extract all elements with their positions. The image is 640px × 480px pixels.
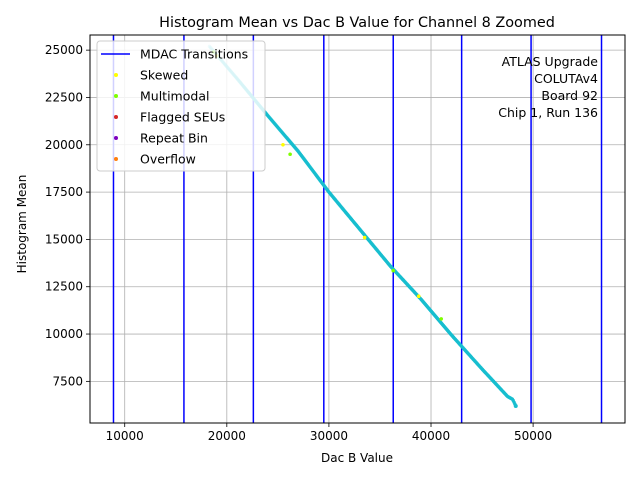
x-tick-label: 30000: [310, 429, 348, 443]
x-axis-ticks: 10000 20000 30000 40000 50000: [106, 423, 552, 443]
legend-label: Skewed: [140, 68, 188, 83]
legend: MDAC Transitions Skewed Multimodal Flagged …: [96, 40, 266, 172]
y-tick-label: 22500: [45, 90, 83, 104]
highlight-point: [391, 268, 396, 273]
legend-label: Flagged SEUs: [140, 110, 225, 125]
axes-frame: [89, 34, 626, 424]
y-tick-label: 20000: [45, 138, 83, 152]
legend-dot-marker: [114, 157, 118, 161]
data-point: [513, 403, 518, 408]
grid: [90, 35, 625, 423]
legend-dot-marker: [114, 136, 118, 140]
legend-dot-marker: [114, 94, 118, 98]
annotation-text: ATLAS Upgrade COLUTAv4 Board 92 Chip 1, Run…: [498, 54, 598, 120]
y-tick-label: 17500: [45, 185, 83, 199]
legend-label: Multimodal: [140, 89, 209, 104]
legend-label: MDAC Transitions: [140, 47, 248, 62]
y-tick-label: 7500: [52, 374, 83, 388]
x-axis-label: Dac B Value: [321, 451, 393, 465]
x-tick-label: 50000: [514, 429, 552, 443]
x-tick-label: 10000: [106, 429, 144, 443]
y-tick-label: 25000: [45, 43, 83, 57]
legend-dot-marker: [114, 115, 118, 119]
annotation-line: Board 92: [541, 88, 598, 103]
y-axis-label: Histogram Mean: [15, 175, 29, 274]
annotation-line: COLUTAv4: [534, 71, 598, 86]
y-tick-label: 12500: [45, 280, 83, 294]
annotation-line: Chip 1, Run 136: [498, 105, 598, 120]
legend-label: Overflow: [140, 152, 196, 167]
y-tick-label: 10000: [45, 327, 83, 341]
legend-dot-marker: [114, 73, 118, 77]
y-tick-label: 15000: [45, 232, 83, 246]
legend-label: Repeat Bin: [140, 131, 208, 146]
highlight-point: [288, 152, 292, 157]
x-tick-label: 40000: [412, 429, 450, 443]
highlight-point: [439, 317, 444, 321]
y-axis-ticks: 7500 10000 12500 15000 17500 20000 22500 25000: [45, 43, 90, 388]
highlight-point: [362, 235, 367, 240]
legend-box: [96, 40, 266, 172]
annotation-line: ATLAS Upgrade: [502, 54, 599, 69]
highlight-point: [281, 142, 285, 147]
highlight-point: [416, 294, 421, 298]
x-tick-label: 20000: [208, 429, 246, 443]
plot-area: 10000 20000 30000 40000 50000 7500 10000 12500 1…: [45, 34, 626, 443]
chart-title: Histogram Mean vs Dac B Value for Channe…: [159, 15, 555, 31]
